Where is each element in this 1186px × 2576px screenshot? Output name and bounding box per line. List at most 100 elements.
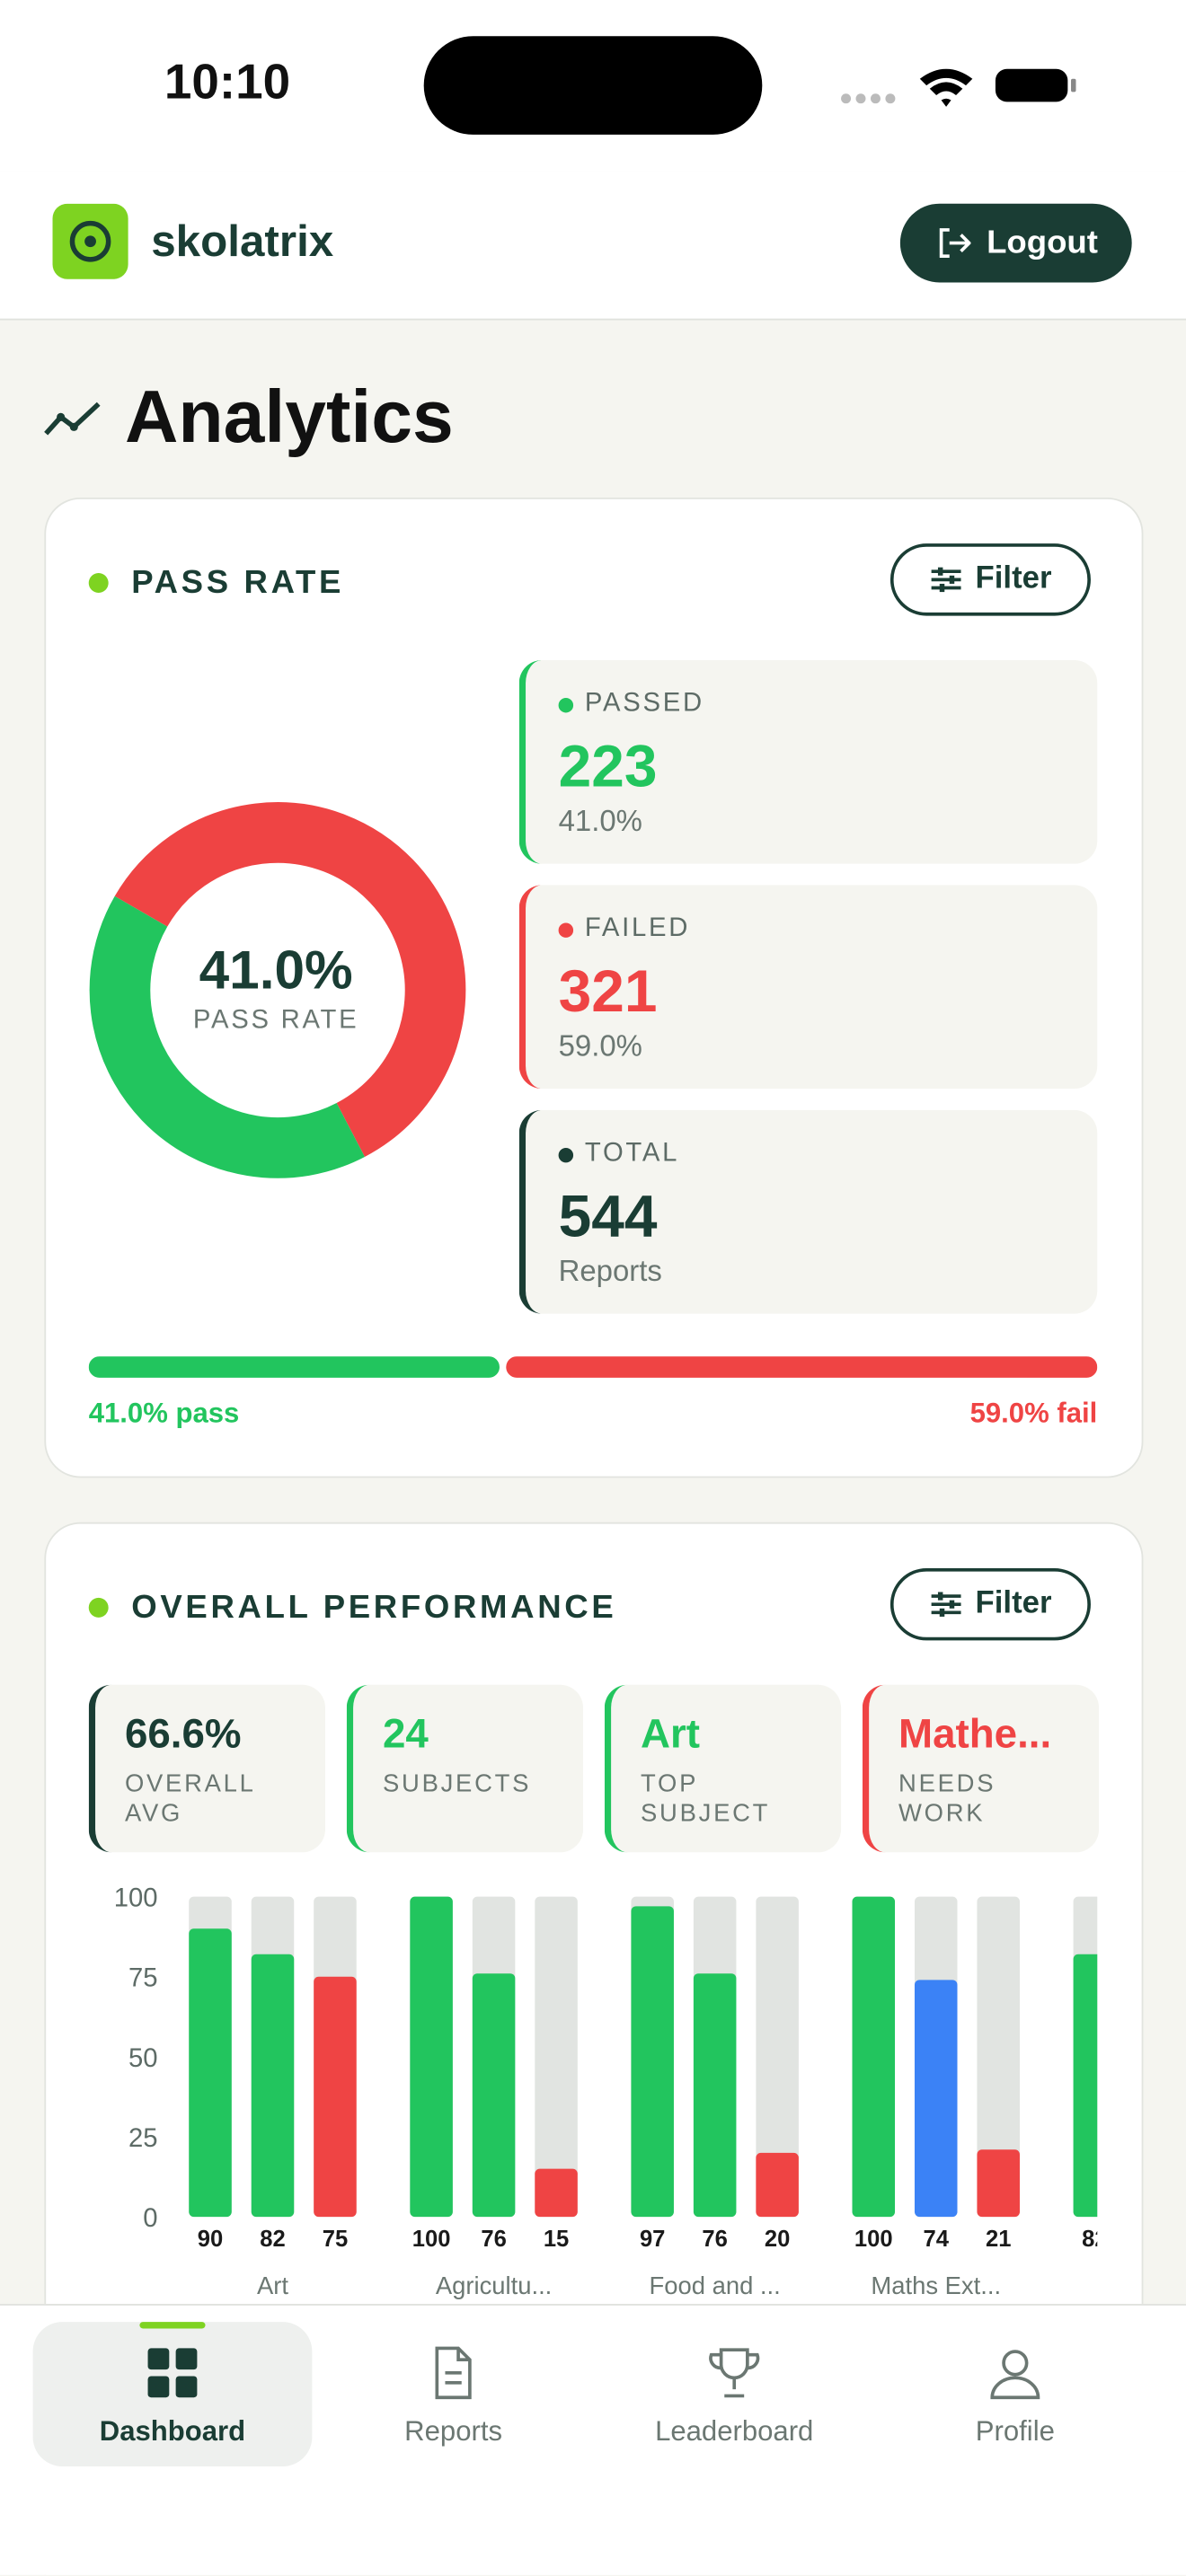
bar-value-label: 82 <box>260 2227 285 2252</box>
stat-dot <box>558 1147 574 1163</box>
pass-bar <box>88 1356 500 1378</box>
logo <box>52 203 128 279</box>
bar <box>914 1980 958 2218</box>
bar <box>693 1973 737 2218</box>
bar-value-label: 74 <box>924 2227 950 2252</box>
bar <box>314 1976 357 2218</box>
y-tick-label: 25 <box>128 2124 158 2153</box>
active-indicator <box>139 2322 206 2329</box>
donut-chart <box>89 802 466 1178</box>
stat-label: TOTAL <box>584 1139 680 1168</box>
pass-label: 41.0% pass <box>88 1397 240 1429</box>
y-tick-label: 75 <box>128 1964 158 1993</box>
page-title: Analytics <box>124 374 454 459</box>
section-dot <box>88 573 109 593</box>
tile-value: 66.6% <box>124 1711 242 1758</box>
stat-card: FAILED 321 59.0% <box>518 885 1098 1090</box>
x-tick-label: Agricultu... <box>436 2272 552 2299</box>
nav-label: Profile <box>975 2415 1055 2448</box>
bar <box>472 1973 516 2218</box>
logout-button[interactable]: Logout <box>899 203 1132 283</box>
filter-icon <box>931 567 961 593</box>
bar <box>977 2149 1020 2218</box>
stat-sub: Reports <box>558 1254 662 1288</box>
bar-value-label: 100 <box>854 2227 893 2252</box>
y-tick-label: 50 <box>128 2044 158 2073</box>
bar <box>852 1896 896 2218</box>
bar-value-label: 76 <box>481 2227 506 2252</box>
bar-value-label: 76 <box>702 2227 727 2252</box>
stat-card: TOTAL 544 Reports <box>518 1109 1098 1314</box>
fail-label: 59.0% fail <box>969 1397 1098 1429</box>
stat-sub: 59.0% <box>558 1029 642 1063</box>
bar-value-label: 20 <box>765 2227 790 2252</box>
filter-icon <box>931 1592 961 1617</box>
stat-value: 321 <box>558 957 658 1025</box>
fail-bar <box>506 1356 1098 1378</box>
logout-label: Logout <box>987 224 1098 260</box>
stat-dot <box>558 698 574 713</box>
summary-tile: Art TOP SUBJECT <box>604 1684 842 1853</box>
tile-label: TOP SUBJECT <box>641 1769 771 1828</box>
bar <box>1073 1954 1098 2218</box>
stat-sub: 41.0% <box>558 804 642 838</box>
stat-value: 223 <box>558 732 658 800</box>
stat-dot <box>558 922 574 938</box>
tile-value: Mathe... <box>898 1711 1052 1758</box>
x-tick-label: Art <box>257 2272 288 2299</box>
bar <box>535 2168 578 2218</box>
nav-item[interactable]: Profile <box>875 2322 1155 2466</box>
bar-track <box>756 1896 799 2218</box>
brand: skolatrix <box>151 216 334 267</box>
bar <box>251 1954 295 2218</box>
y-tick-label: 100 <box>114 1884 158 1913</box>
stat-value: 544 <box>558 1182 658 1250</box>
tile-label: OVERALL AVG <box>124 1769 255 1828</box>
x-tick-label: Food and ... <box>650 2272 781 2299</box>
plot-area: 90 82 75 Art 100 76 15 Agricultu... 97 76 20 Food a… <box>189 1896 1107 2299</box>
stat-card: PASSED 223 41.0% <box>518 659 1098 864</box>
stat-label: PASSED <box>584 689 704 718</box>
nav-item[interactable]: Dashboard <box>32 2322 313 2467</box>
donut-segment <box>89 895 365 1178</box>
donut-segment <box>114 802 466 1157</box>
bar-value-label: 15 <box>544 2227 569 2252</box>
stat-label: FAILED <box>584 914 691 943</box>
pass-fail-bar <box>88 1356 1098 1378</box>
bar <box>756 2152 799 2218</box>
filter-button[interactable]: Filter <box>890 543 1091 616</box>
summary-tile: 24 SUBJECTS <box>346 1684 584 1853</box>
tile-label: SUBJECTS <box>382 1769 532 1798</box>
bar-value-label: 100 <box>412 2227 451 2252</box>
nav-item[interactable]: Reports <box>314 2322 593 2466</box>
tile-label: NEEDS WORK <box>898 1769 996 1828</box>
section-title: PASS RATE <box>131 564 345 602</box>
performance-chart: 0 25 50 75 100 90 82 75 Art 100 76 15 Agricultu... 97… <box>114 1884 1107 2299</box>
summary-tile: 66.6% OVERALL AVG <box>88 1684 325 1853</box>
bar-value-label: 21 <box>986 2227 1011 2252</box>
bar-track <box>535 1896 578 2218</box>
nav-item[interactable]: Leaderboard <box>595 2322 874 2466</box>
bar <box>410 1896 453 2218</box>
tile-value: 24 <box>382 1711 429 1758</box>
nav-label: Leaderboard <box>655 2415 814 2448</box>
dynamic-island <box>423 36 763 135</box>
filter-label: Filter <box>975 1586 1052 1621</box>
status-icons <box>841 68 1076 107</box>
donut-center-value: 41.0% <box>199 939 353 1001</box>
bar-value-label: 97 <box>640 2227 665 2252</box>
section-dot <box>88 1597 109 1618</box>
x-tick-label: Maths Ext... <box>871 2272 1001 2299</box>
bar-value-label: 90 <box>198 2227 223 2252</box>
bar-value-label: 82 <box>1082 2227 1107 2252</box>
analytics-icon <box>44 401 101 436</box>
nav-icon <box>435 2346 472 2400</box>
bar <box>189 1928 232 2218</box>
bar-value-label: 75 <box>323 2227 348 2252</box>
clock: 10:10 <box>164 56 291 110</box>
summary-tile: Mathe... NEEDS WORK <box>862 1684 1100 1853</box>
bar-track <box>977 1896 1020 2218</box>
filter-button[interactable]: Filter <box>890 1567 1091 1641</box>
bar <box>631 1906 674 2218</box>
